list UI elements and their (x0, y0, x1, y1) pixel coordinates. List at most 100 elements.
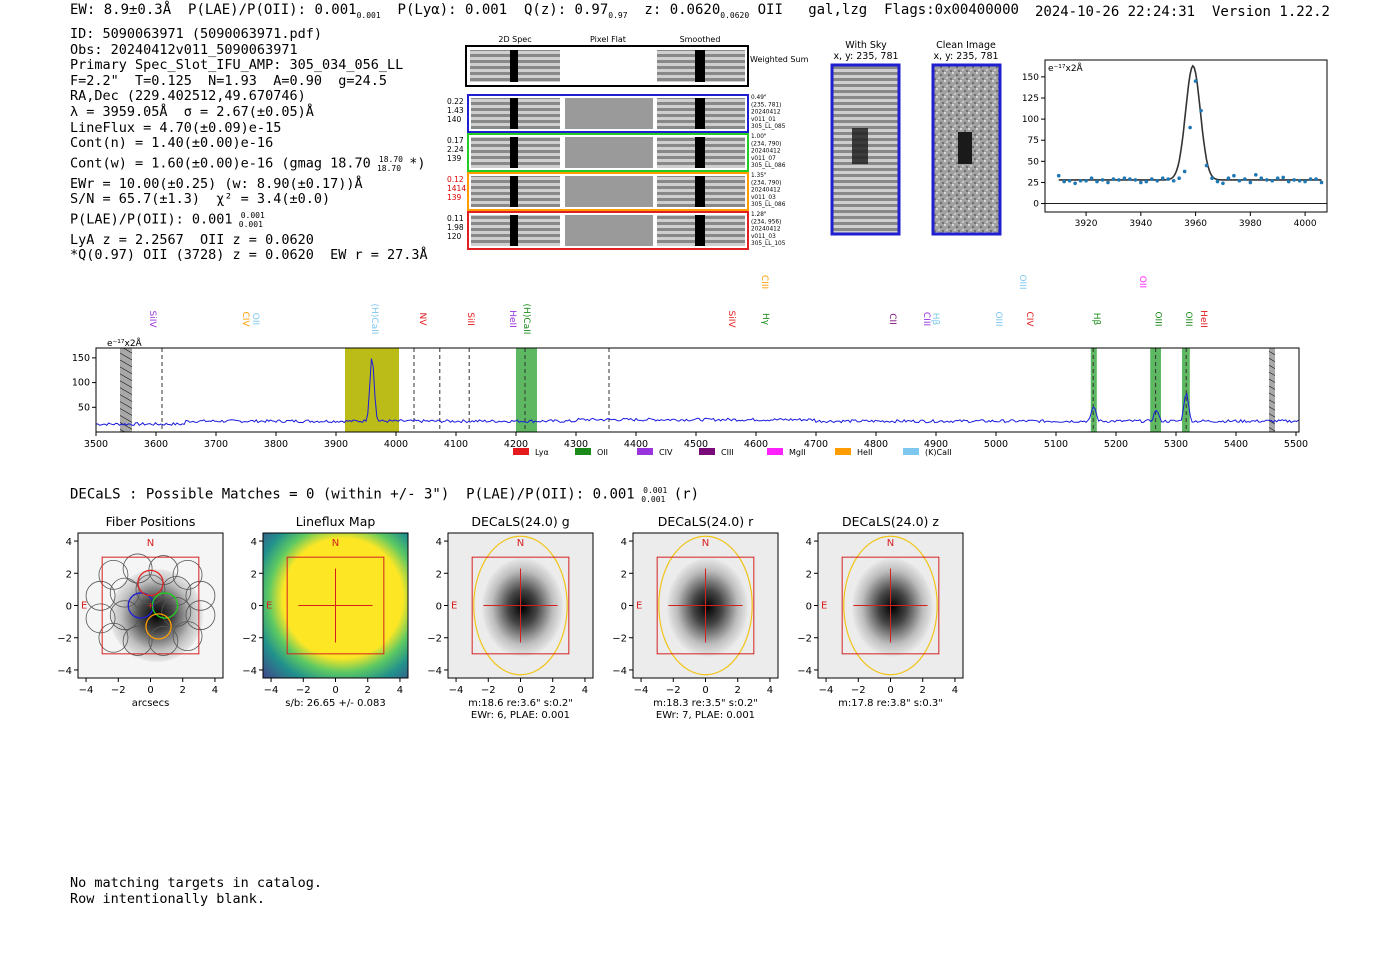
legend-swatch (903, 448, 919, 455)
legend-swatch (637, 448, 653, 455)
spectrum-line-label: CIII (921, 312, 931, 326)
cutout-left-label: 0.17 (447, 136, 464, 145)
spectrum-xtick-label: 3600 (144, 439, 168, 450)
decals-galaxy (481, 558, 564, 657)
panel-north-label: N (147, 538, 154, 549)
cutout-2dspec-peak (510, 137, 518, 168)
cutout-right-label: 1.00" (751, 134, 767, 140)
line-fit-frame (1044, 59, 1328, 213)
panel-xtick-label: 2 (180, 685, 186, 696)
cutout-right-label: 0.49" (751, 95, 767, 101)
cutout-left-label: 0.22 (447, 97, 464, 106)
legend-label: Lyα (535, 448, 549, 457)
fiber-highlight-circle (137, 569, 164, 597)
clean-image-title: Clean Image (936, 40, 996, 51)
panel-east-label: E (81, 601, 87, 612)
spectrum-line-label: NV (417, 313, 427, 327)
panel-ytick-label: 4 (806, 537, 812, 548)
spectrum-ytick-label: 50 (78, 402, 90, 413)
line-fit-point (1221, 181, 1225, 186)
panel-ytick-label: 4 (251, 537, 257, 548)
spectrum-line-label: Hγ (760, 313, 770, 326)
spectrum-region (120, 348, 132, 432)
cutout-left-label: 1.43 (447, 106, 464, 115)
cutout-right-label: v011_07 (751, 156, 776, 162)
cutout-right-label: 20240412 (751, 188, 781, 194)
line-fit-point (1286, 179, 1291, 184)
with-sky-title: With Sky (845, 40, 887, 51)
spectrum-xtick-label: 5200 (1104, 439, 1128, 450)
cutout-left-label: 1414 (447, 184, 466, 193)
panel-xtick-label: 0 (887, 685, 893, 696)
line-fit-point (1259, 176, 1264, 181)
cutout-right-label: 20240412 (751, 149, 781, 155)
panel-north-label: N (887, 538, 894, 549)
line-fit-point (1275, 176, 1280, 181)
line-fit-point (1149, 177, 1154, 181)
panel-ytick-label: −4 (242, 666, 257, 677)
spectrum-xtick-label: 4700 (804, 439, 828, 450)
spectrum-region (1269, 348, 1275, 432)
spectrum-chart: e⁻¹⁷x2Å 50 100 150 3500 3600 3700 3800 3900 4000… (72, 274, 1308, 457)
spectrum-line-label: OIII (993, 311, 1003, 326)
panel-xtick-label: 2 (365, 685, 371, 696)
weighted-sum-peak (510, 50, 518, 82)
weighted-sum-smoothed-peak (695, 50, 705, 82)
panel-xtick-label: −4 (264, 685, 279, 696)
line-fit-point (1308, 177, 1313, 181)
panel-ytick-label: 4 (436, 537, 442, 548)
line-fit-ytick-label: 75 (1028, 136, 1039, 146)
panel-caption: m:17.8 re:3.8" s:0.3" (838, 698, 943, 709)
decals-galaxy (851, 558, 934, 657)
legend-label: CIII (721, 448, 734, 457)
cutout-2dspec-peak (510, 98, 518, 129)
line-fit-point (1188, 125, 1192, 130)
panel-ytick-label: 0 (436, 602, 442, 613)
panel-ytick-label: 2 (66, 569, 72, 580)
info-block: ID: 5090063971 (5090063971.pdf) Obs: 202… (70, 26, 428, 264)
line-fit-point (1133, 178, 1138, 182)
spectrum-region (1090, 348, 1097, 432)
line-fit-point (1281, 175, 1285, 180)
panel-ytick-label: −4 (427, 666, 442, 677)
spectrum-ytick-label: 150 (72, 353, 90, 364)
panel-xtick-label: 4 (397, 685, 403, 696)
legend-label: (K)CaII (925, 448, 952, 457)
fiber-center-mark: + (147, 602, 155, 612)
header-summary: EW: 8.9±0.3Å P(LAE)/P(OII): 0.0010.001 P… (70, 2, 1019, 20)
line-fit-xtick-label: 3920 (1075, 219, 1098, 229)
fiber-circle (161, 576, 192, 606)
decals-ellipse (658, 535, 753, 676)
info-params: F=2.2" T=0.125 N=1.93 A=0.90 g=24.5 (70, 72, 387, 89)
spectrum-xtick-label: 4400 (624, 439, 648, 450)
spectrum-line-label: OII (250, 313, 260, 325)
line-fit-chart: e⁻¹⁷x2Å 0 25 50 75 100 125 150 3920 3940 3960 3980… (1022, 59, 1328, 229)
fiber-circle (85, 580, 116, 611)
panel-caption: m:18.3 re:3.5" s:0.2" (653, 698, 758, 709)
panel-xtick-label: −2 (481, 685, 496, 696)
panel-xtick-label: −4 (819, 685, 834, 696)
panel-ytick-label: 2 (806, 569, 812, 580)
panel-ytick-label: −2 (427, 634, 442, 645)
cutout-right-label: 305_LL_085 (751, 124, 786, 130)
line-fit-point (1067, 178, 1072, 183)
col-label-2dspec: 2D Spec (498, 35, 531, 44)
panel-caption-2: EWr: 7, PLAE: 0.001 (656, 710, 755, 721)
cutout-left-label: 1.98 (447, 223, 464, 232)
cutout-left-label: 2.24 (447, 145, 464, 154)
line-fit-point (1314, 177, 1318, 181)
fiber-circle (85, 603, 116, 634)
panel-ytick-label: −2 (612, 634, 627, 645)
line-fit-point (1193, 79, 1198, 83)
panel-caption: arcsecs (132, 698, 170, 709)
panel-xtick-label: −4 (79, 685, 94, 696)
spectrum-xtick-label: 5000 (984, 439, 1008, 450)
cutout-right-label: (235, 781) (751, 102, 781, 108)
cutout-panel: 2D Spec Pixel Flat Smoothed Weighted Sum… (447, 35, 809, 250)
line-fit-point (1084, 178, 1088, 183)
panel-ytick-label: −2 (797, 634, 812, 645)
line-fit-point (1254, 173, 1258, 177)
line-fit-point (1106, 180, 1110, 185)
cutout-right-label: 20240412 (751, 110, 781, 116)
panel-box (471, 556, 570, 655)
